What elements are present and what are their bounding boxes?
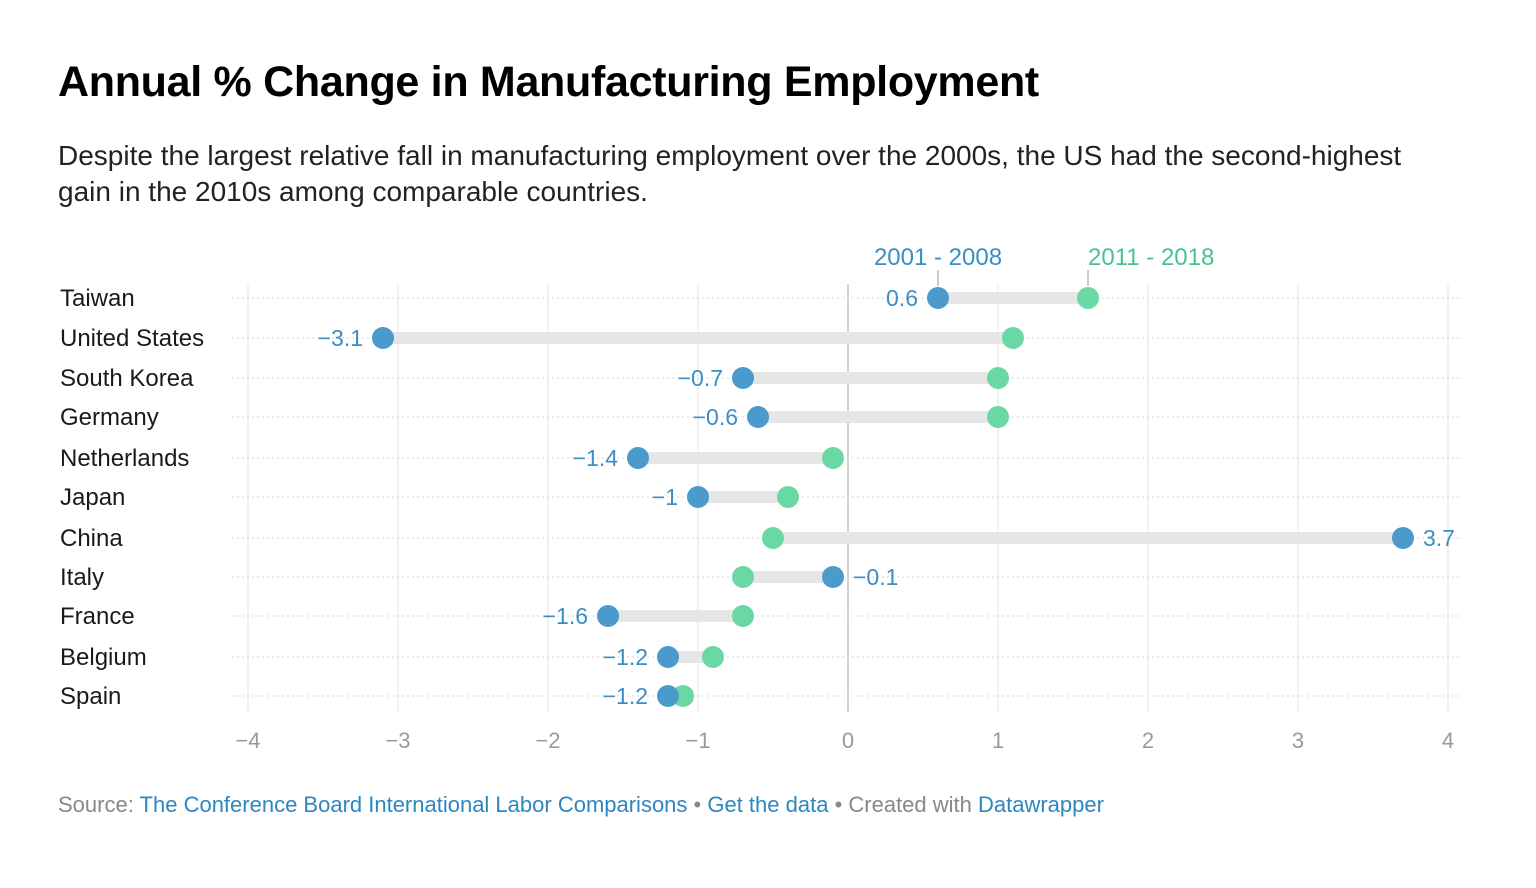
- category-label: Belgium: [60, 644, 147, 671]
- category-label: Netherlands: [60, 445, 189, 472]
- dot-2001-2008: [687, 486, 709, 508]
- value-label-2001-2008: 0.6: [886, 285, 918, 311]
- dot-2001-2008: [747, 406, 769, 428]
- chart-footer: Source: The Conference Board Internation…: [58, 792, 1104, 818]
- category-label: Japan: [60, 484, 125, 511]
- x-tick-label: 4: [1442, 728, 1454, 753]
- category-label: Germany: [60, 404, 159, 431]
- dot-2001-2008: [732, 367, 754, 389]
- dot-2001-2008: [372, 327, 394, 349]
- x-tick-label: −3: [385, 728, 410, 753]
- value-label-2001-2008: −1.2: [603, 683, 648, 709]
- category-label: United States: [60, 325, 204, 352]
- category-labels: Taiwan United States South Korea Germany Net…: [60, 285, 204, 710]
- x-tick-label: 2: [1142, 728, 1154, 753]
- value-label-2001-2008: 3.7: [1423, 525, 1455, 551]
- x-tick-label: 3: [1292, 728, 1304, 753]
- dot-2011-2018: [777, 486, 799, 508]
- dot-2011-2018: [987, 367, 1009, 389]
- value-label-2001-2008: −0.1: [853, 564, 898, 590]
- dot-2001-2008: [657, 685, 679, 707]
- created-with-text: • Created with: [828, 792, 978, 817]
- data-dots: [372, 287, 1414, 707]
- dot-2001-2008: [1392, 527, 1414, 549]
- dot-2001-2008: [627, 447, 649, 469]
- dot-2011-2018: [762, 527, 784, 549]
- legend-label-2011-2018: 2011 - 2018: [1088, 244, 1214, 271]
- category-label: France: [60, 603, 135, 630]
- value-label-2001-2008: −0.6: [693, 404, 738, 430]
- x-tick-label: 1: [992, 728, 1004, 753]
- footer-separator: •: [687, 792, 708, 817]
- value-label-2001-2008: −1: [652, 484, 678, 510]
- source-prefix: Source:: [58, 792, 140, 817]
- gridlines: [247, 284, 1449, 712]
- dot-2001-2008: [657, 646, 679, 668]
- dot-2011-2018: [1002, 327, 1024, 349]
- dot-2011-2018: [987, 406, 1009, 428]
- x-tick-label: 0: [842, 728, 854, 753]
- get-the-data-link[interactable]: Get the data: [707, 792, 829, 817]
- value-label-2001-2008: −1.6: [543, 603, 588, 629]
- chart-subtitle: Despite the largest relative fall in man…: [58, 140, 1402, 207]
- category-label: Taiwan: [60, 285, 135, 312]
- legend-label-2001-2008: 2001 - 2008: [874, 244, 1002, 271]
- value-label-2001-2008: −3.1: [318, 325, 363, 351]
- category-label: Spain: [60, 683, 121, 710]
- source-link[interactable]: The Conference Board International Labor…: [139, 792, 688, 817]
- dot-2011-2018: [1077, 287, 1099, 309]
- dot-2001-2008: [927, 287, 949, 309]
- dot-range-chart: −4 −3 −2 −1 0 1 2 3 4 Taiwan United States South K…: [60, 244, 1462, 753]
- x-tick-label: −1: [685, 728, 710, 753]
- dot-2011-2018: [822, 447, 844, 469]
- value-label-2001-2008: −0.7: [678, 365, 723, 391]
- category-label: South Korea: [60, 365, 194, 392]
- dot-2001-2008: [597, 605, 619, 627]
- dot-2011-2018: [702, 646, 724, 668]
- x-axis: −4 −3 −2 −1 0 1 2 3 4: [235, 728, 1454, 753]
- value-label-2001-2008: −1.4: [573, 445, 619, 471]
- datawrapper-link[interactable]: Datawrapper: [978, 792, 1104, 817]
- dot-2011-2018: [732, 605, 754, 627]
- category-label: China: [60, 525, 123, 552]
- series-legend: 2001 - 2008 2011 - 2018: [874, 244, 1214, 286]
- row-guide-lines: [232, 297, 1462, 697]
- value-labels: 0.6 −3.1 −0.7 −0.6 −1.4 −1 3.7 −0.1 −1.6 −1.2 −1.2: [318, 285, 1455, 709]
- dot-2001-2008: [822, 566, 844, 588]
- x-tick-label: −4: [235, 728, 260, 753]
- category-label: Italy: [60, 564, 104, 591]
- x-tick-label: −2: [535, 728, 560, 753]
- dot-2011-2018: [732, 566, 754, 588]
- chart-title: Annual % Change in Manufacturing Employm…: [58, 58, 1039, 106]
- value-label-2001-2008: −1.2: [603, 644, 648, 670]
